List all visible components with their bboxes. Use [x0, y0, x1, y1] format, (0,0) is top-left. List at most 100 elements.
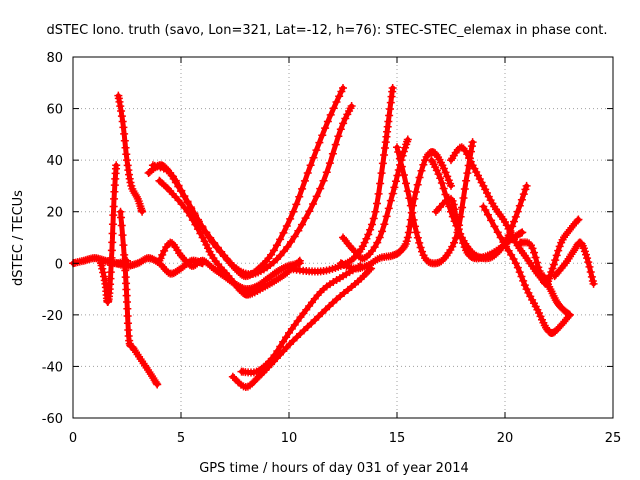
data-point-marker [108, 220, 117, 229]
data-point-marker [479, 202, 488, 211]
data-point-marker [367, 220, 376, 229]
data-point-marker [117, 213, 126, 222]
series-arc-u [550, 238, 598, 288]
data-point-marker [341, 114, 350, 123]
data-point-marker [443, 172, 452, 181]
data-point-marker [155, 259, 164, 268]
data-point-marker [583, 254, 592, 263]
data-point-marker [321, 124, 330, 133]
data-point-marker [326, 110, 335, 119]
data-point-marker [331, 140, 340, 149]
data-point-marker [360, 238, 369, 247]
data-point-marker [202, 240, 211, 249]
data-point-marker [555, 242, 564, 251]
data-point-marker [402, 237, 411, 246]
data-point-marker [117, 221, 126, 230]
data-point-marker [269, 246, 278, 255]
data-point-marker [417, 166, 426, 175]
data-point-marker [183, 197, 192, 206]
data-point-marker [449, 200, 458, 209]
x-ticks: 0 5 10 15 20 25 [69, 57, 621, 446]
data-point-marker [468, 138, 477, 147]
data-point-marker [334, 132, 343, 141]
data-point-marker [116, 102, 125, 111]
data-point-marker [369, 214, 378, 223]
data-point-marker [463, 150, 472, 159]
data-point-marker [321, 305, 330, 314]
data-point-marker [371, 207, 380, 216]
data-point-marker [183, 207, 192, 216]
data-point-marker [276, 251, 285, 260]
data-point-marker [157, 179, 166, 188]
x-tick-label: 10 [281, 431, 298, 446]
data-point-marker [472, 167, 481, 176]
data-point-marker [504, 246, 513, 255]
data-point-marker [318, 131, 327, 140]
data-point-marker [475, 174, 484, 183]
y-tick-label: 80 [46, 51, 63, 66]
data-point-marker [120, 250, 129, 259]
data-point-marker [378, 227, 387, 236]
data-point-marker [125, 174, 134, 183]
data-point-marker [267, 250, 276, 259]
data-point-marker [276, 235, 285, 244]
data-point-marker [171, 176, 180, 185]
data-point-marker [307, 319, 316, 328]
data-point-marker [282, 333, 291, 342]
data-point-marker [415, 238, 424, 247]
data-point-marker [519, 276, 528, 285]
data-point-marker [511, 212, 520, 221]
data-point-marker [212, 243, 221, 252]
data-point-marker [290, 232, 299, 241]
data-point-marker [300, 176, 309, 185]
data-point-marker [532, 258, 541, 267]
data-point-marker [305, 207, 314, 216]
data-point-marker [404, 228, 413, 237]
data-point-marker [502, 221, 511, 230]
data-point-marker [106, 268, 115, 277]
data-point-marker [534, 263, 543, 272]
data-point-marker [463, 169, 472, 178]
data-point-marker [118, 231, 127, 240]
data-point-marker [174, 181, 183, 190]
data-point-marker [123, 304, 132, 313]
data-point-marker [295, 192, 304, 201]
y-axis-title: dSTEC / TECUs [11, 190, 26, 286]
data-point-marker [388, 189, 397, 198]
data-point-marker [335, 92, 344, 101]
data-point-marker [99, 268, 108, 277]
data-point-marker [370, 243, 379, 252]
data-point-marker [380, 150, 389, 159]
data-point-marker [364, 230, 373, 239]
data-point-marker [312, 146, 321, 155]
data-point-marker [582, 250, 590, 259]
data-point-marker [306, 161, 315, 170]
x-axis-title: GPS time / hours of day 031 of year 2014 [199, 461, 469, 476]
data-point-marker [282, 221, 291, 230]
data-point-marker [412, 228, 421, 237]
data-point-marker [120, 136, 129, 145]
data-point-marker [393, 143, 401, 152]
data-point-marker [358, 242, 367, 251]
data-point-marker [416, 243, 425, 252]
data-point-marker [115, 97, 124, 106]
data-point-marker [366, 225, 375, 234]
series-arc-i [112, 254, 207, 278]
data-point-marker [319, 176, 328, 185]
data-point-marker [424, 257, 433, 266]
data-point-marker [298, 184, 307, 193]
data-point-marker [394, 148, 403, 157]
data-point-marker [549, 260, 558, 269]
data-point-marker [314, 312, 323, 321]
data-point-marker [153, 380, 162, 389]
plot-frame [72, 56, 614, 419]
data-point-marker [487, 216, 496, 225]
x-tick-label: 25 [605, 431, 622, 446]
data-point-marker [479, 181, 488, 190]
data-point-marker [499, 238, 508, 247]
data-point-marker [408, 208, 417, 217]
data-point-marker [276, 265, 284, 274]
data-point-marker [273, 346, 282, 355]
data-point-marker [384, 204, 393, 213]
data-point-marker [586, 267, 595, 276]
